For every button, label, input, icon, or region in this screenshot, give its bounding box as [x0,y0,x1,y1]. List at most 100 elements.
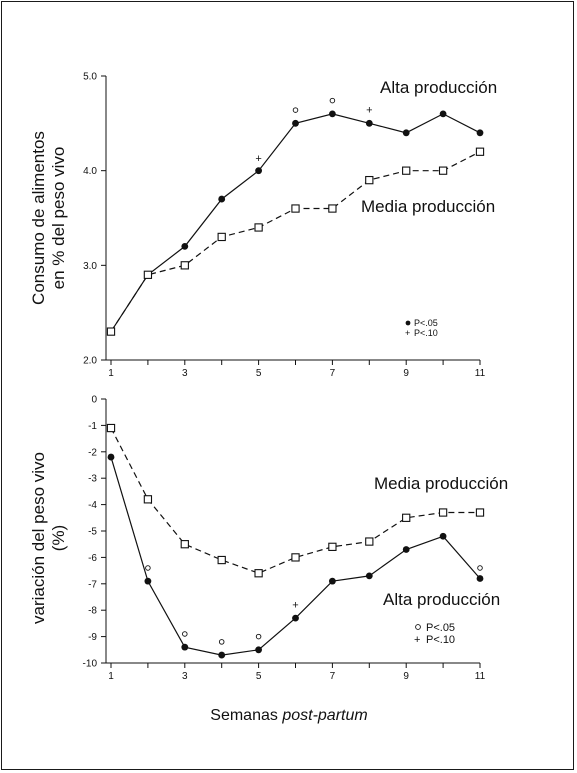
top-point-alta [255,167,262,174]
top-series-label-alta: Alta producción [380,78,497,97]
top-x-tick-label: 3 [182,368,188,379]
bottom-point-media [292,554,299,561]
bottom-legend-circle-symbol [416,625,421,630]
top-y-tick-label: 2.0 [83,356,97,367]
top-point-alta [403,129,410,136]
top-x-tick-label: 1 [108,368,114,379]
x-axis-title: Semanas post-partum [210,707,367,724]
top-point-media [181,262,188,269]
bottom-y-tick-label: -4 [88,500,97,511]
top-point-media [292,205,299,212]
top-series-line-alta [111,114,480,332]
top-legend-text-p05: P<.05 [414,318,438,328]
bottom-point-alta [403,546,410,553]
bottom-point-alta [218,652,225,659]
top-point-alta [440,110,447,117]
top-legend: P<.05 + P<.10 [405,318,438,338]
top-point-alta [181,243,188,250]
bottom-point-alta [292,615,299,622]
bottom-series-label-alta: Alta producción [383,590,500,609]
top-significance-plus: + [255,153,261,165]
bottom-point-media [255,570,262,577]
top-significance-circle [293,108,298,113]
bottom-x-tick-label: 5 [256,671,262,682]
top-point-media [329,205,336,212]
bottom-chart: variación del peso vivo (%) Media produc… [29,399,508,663]
bottom-point-alta [108,454,115,461]
top-y-tick-label: 5.0 [83,72,97,83]
bottom-point-alta [440,533,447,540]
top-point-alta [218,196,225,203]
top-point-alta [292,120,299,127]
bottom-y-tick-label: -3 [88,474,97,485]
bottom-series-line-media [111,428,480,573]
bottom-significance-circle [478,566,483,571]
top-legend-plus-symbol: + [405,328,410,338]
bottom-x-tick-label: 9 [403,671,409,682]
top-x-tick-label: 5 [256,368,262,379]
top-legend-text-p10: P<.10 [414,328,438,338]
top-y-label-line-1: Consumo de alimentos [29,131,48,305]
bottom-point-media [366,538,373,545]
bottom-point-alta [329,578,336,585]
top-point-alta [477,129,484,136]
top-chart: Consumo de alimentos en % del peso vivo … [29,76,497,360]
bottom-y-tick-label: -10 [83,659,98,670]
bottom-y-tick-label: 0 [91,395,97,406]
top-legend-dot-symbol [406,321,411,326]
top-y-tick-label: 3.0 [83,261,97,272]
top-point-alta [329,110,336,117]
x-axis-title-main: Semanas [210,707,282,724]
bottom-point-media [107,424,114,431]
bottom-x-tick-label: 1 [108,671,114,682]
bottom-y-label-line-2: (%) [49,525,68,551]
bottom-significance-circle [183,632,188,637]
bottom-significance-circle [146,566,151,571]
bottom-point-media [181,541,188,548]
top-point-media [366,177,373,184]
bottom-y-label-line-1: variación del peso vivo [29,452,48,624]
top-significance-plus: + [366,105,372,117]
top-point-media [107,328,114,335]
bottom-point-media [329,543,336,550]
bottom-point-media [440,509,447,516]
bottom-y-tick-label: -8 [88,606,97,617]
bottom-y-tick-label: -7 [88,579,97,590]
bottom-legend-text-p05: P<.05 [426,622,455,634]
bottom-legend-text-p10: P<.10 [426,634,455,646]
bottom-significance-circle [256,634,261,639]
bottom-y-tick-label: -2 [88,447,97,458]
bottom-point-alta [181,644,188,651]
top-point-alta [366,120,373,127]
bottom-point-media [403,514,410,521]
bottom-legend: P<.05 + P<.10 [414,622,455,646]
bottom-point-media [144,496,151,503]
bottom-point-alta [366,572,373,579]
bottom-y-tick-label: -1 [88,421,97,432]
bottom-point-alta [477,575,484,582]
top-series-line-media [111,152,480,332]
top-point-media [218,233,225,240]
bottom-legend-plus-symbol: + [414,634,420,646]
bottom-point-media [476,509,483,516]
x-axis-title-italic: post-partum [281,707,367,724]
top-point-media [144,271,151,278]
top-x-tick-label: 11 [475,368,486,379]
top-series-label-media: Media producción [361,197,495,216]
bottom-y-tick-label: -5 [88,527,97,538]
bottom-x-tick-label: 7 [330,671,336,682]
bottom-point-media [218,556,225,563]
bottom-significance-plus: + [292,599,298,611]
top-point-media [255,224,262,231]
top-point-media [476,148,483,155]
top-x-tick-label: 7 [330,368,336,379]
bottom-y-tick-label: -6 [88,553,97,564]
top-significance-circle [330,98,335,103]
bottom-series-label-media: Media producción [374,474,508,493]
top-point-media [403,167,410,174]
top-y-tick-label: 4.0 [83,166,97,177]
bottom-point-alta [145,578,152,585]
bottom-x-tick-label: 11 [475,671,486,682]
top-y-label-line-2: en % del peso vivo [49,147,68,290]
